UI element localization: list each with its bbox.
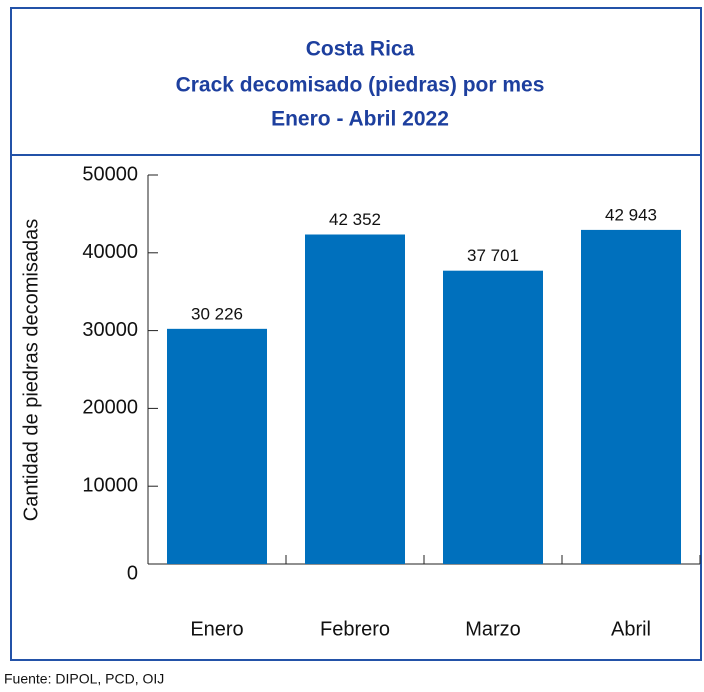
bar xyxy=(581,229,681,565)
frame xyxy=(10,7,702,661)
y-tick-label: 10000 xyxy=(82,474,138,496)
x-tick-label: Abril xyxy=(611,618,651,640)
y-tick-label: 30000 xyxy=(82,319,138,341)
value-label: 42 943 xyxy=(605,205,657,224)
bar xyxy=(305,234,405,564)
y-tick-label: 0 xyxy=(127,562,138,584)
x-tick-label: Marzo xyxy=(465,618,521,640)
y-axis-label: Cantidad de piedras decomisadas xyxy=(20,219,42,521)
y-tick-label: 20000 xyxy=(82,397,138,419)
y-tick-label: 50000 xyxy=(82,163,138,185)
chart-title: Crack decomisado (piedras) por mes xyxy=(176,74,545,97)
bar xyxy=(443,270,543,564)
y-tick-label: 40000 xyxy=(82,241,138,263)
bar xyxy=(167,328,267,564)
x-tick-label: Enero xyxy=(190,618,243,640)
value-label: 30 226 xyxy=(191,304,243,323)
chart-title: Costa Rica xyxy=(306,38,415,61)
x-tick-label: Febrero xyxy=(320,618,390,640)
source-note: Fuente: DIPOL, PCD, OIJ xyxy=(4,671,164,687)
value-label: 37 701 xyxy=(467,246,519,265)
chart-title: Enero - Abril 2022 xyxy=(271,108,449,131)
value-label: 42 352 xyxy=(329,210,381,229)
